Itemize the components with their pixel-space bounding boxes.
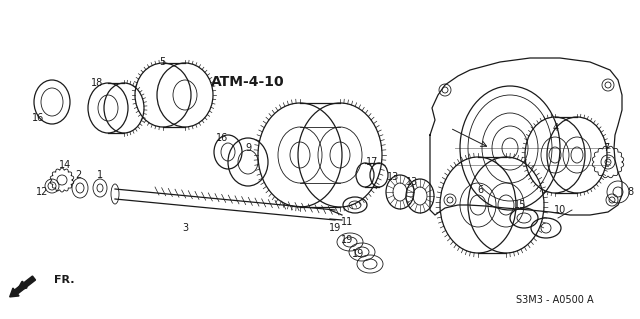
Text: 15: 15	[514, 200, 526, 210]
Text: 17: 17	[366, 157, 378, 167]
Text: 19: 19	[352, 249, 364, 259]
Text: 13: 13	[406, 177, 418, 187]
Text: 16: 16	[32, 113, 44, 123]
Text: 5: 5	[159, 57, 165, 67]
Text: 10: 10	[554, 205, 566, 215]
Text: 19: 19	[341, 235, 353, 245]
Text: S3M3 - A0500 A: S3M3 - A0500 A	[516, 295, 594, 305]
Text: 11: 11	[341, 217, 353, 227]
FancyArrow shape	[10, 276, 36, 297]
Text: 8: 8	[627, 187, 633, 197]
Text: 18: 18	[91, 78, 103, 88]
Text: 13: 13	[387, 172, 399, 182]
Text: 6: 6	[477, 185, 483, 195]
Text: FR.: FR.	[54, 275, 74, 285]
Text: 14: 14	[59, 160, 71, 170]
Text: 9: 9	[245, 143, 251, 153]
Text: 16: 16	[216, 133, 228, 143]
Text: 7: 7	[603, 143, 609, 153]
Text: 4: 4	[553, 123, 559, 133]
Text: ATM-4-10: ATM-4-10	[211, 75, 285, 89]
Text: 2: 2	[75, 170, 81, 180]
Text: 19: 19	[329, 223, 341, 233]
Text: 1: 1	[97, 170, 103, 180]
Text: 3: 3	[182, 223, 188, 233]
Text: 12: 12	[36, 187, 48, 197]
